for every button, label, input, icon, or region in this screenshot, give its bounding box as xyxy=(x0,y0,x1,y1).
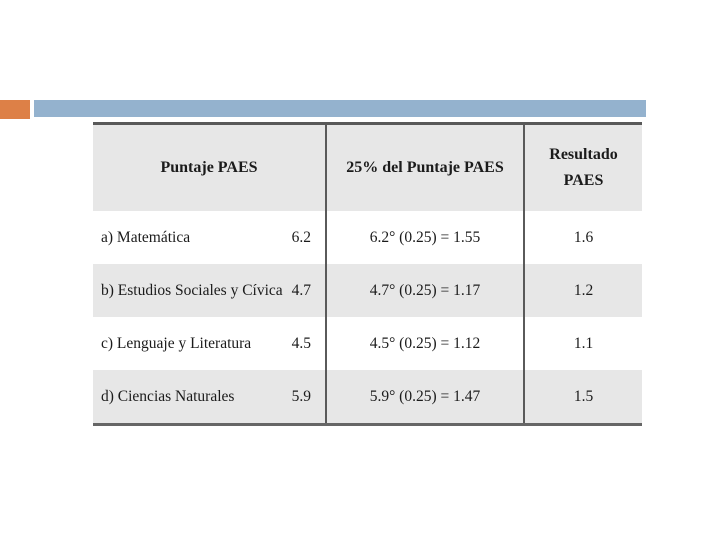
orange-accent-bar xyxy=(0,100,30,119)
subject-score: 4.7 xyxy=(291,281,311,299)
header-puntaje-paes: Puntaje PAES xyxy=(160,159,258,177)
formula-cell: 5.9° (0.25) = 1.47 xyxy=(325,370,523,423)
result-cell: 1.2 xyxy=(523,264,642,317)
header-25pct-puntaje-paes: 25% del Puntaje PAES xyxy=(325,125,523,211)
result-cell: 1.6 xyxy=(523,211,642,264)
subject-cell: c) Lenguaje y Literatura 4.5 xyxy=(93,317,325,370)
subject-cell: a) Matemática 6.2 xyxy=(93,211,325,264)
table-row-estudios-sociales: b) Estudios Sociales y Cívica 4.7 4.7° (… xyxy=(93,264,642,317)
subject-label: d) Ciencias Naturales xyxy=(101,387,235,405)
table-row-lenguaje-literatura: c) Lenguaje y Literatura 4.5 4.5° (0.25)… xyxy=(93,317,642,370)
subject-cell: d) Ciencias Naturales 5.9 xyxy=(93,370,325,423)
formula-cell: 4.7° (0.25) = 1.17 xyxy=(325,264,523,317)
subject-cell: b) Estudios Sociales y Cívica 4.7 xyxy=(93,264,325,317)
table-header-row: Puntaje PAES 25% del Puntaje PAES Result… xyxy=(93,125,642,211)
blue-header-bar xyxy=(34,100,646,117)
result-cell: 1.1 xyxy=(523,317,642,370)
subject-label: c) Lenguaje y Literatura xyxy=(101,334,252,352)
table-row-matematica: a) Matemática 6.2 6.2° (0.25) = 1.55 1.6 xyxy=(93,211,642,264)
subject-label: a) Matemática xyxy=(101,228,191,246)
formula-cell: 6.2° (0.25) = 1.55 xyxy=(325,211,523,264)
subject-label: b) Estudios Sociales y Cívica xyxy=(101,281,283,299)
subject-score: 5.9 xyxy=(291,387,311,405)
header-resultado-paes: Resultado PAES xyxy=(523,125,642,211)
subject-score: 4.5 xyxy=(291,334,311,352)
paes-score-table: Puntaje PAES 25% del Puntaje PAES Result… xyxy=(93,122,642,426)
table-row-ciencias-naturales: d) Ciencias Naturales 5.9 5.9° (0.25) = … xyxy=(93,370,642,423)
subject-score: 6.2 xyxy=(291,228,311,246)
result-cell: 1.5 xyxy=(523,370,642,423)
formula-cell: 4.5° (0.25) = 1.12 xyxy=(325,317,523,370)
